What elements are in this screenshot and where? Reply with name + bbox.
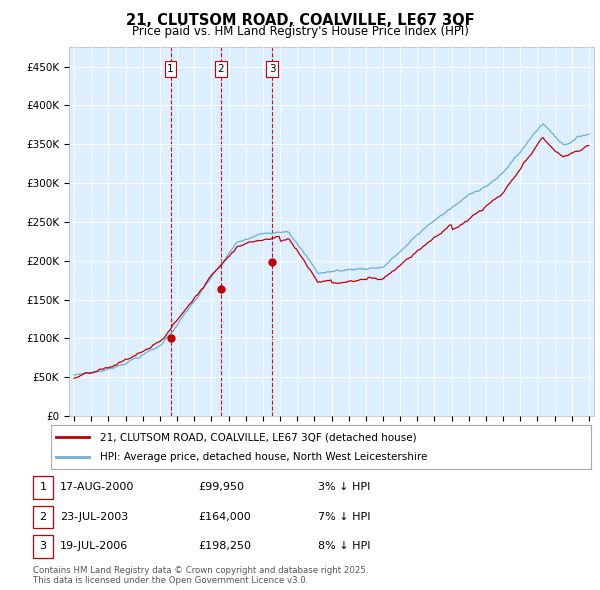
Text: 2: 2 bbox=[40, 512, 46, 522]
Text: £198,250: £198,250 bbox=[198, 542, 251, 551]
Text: 21, CLUTSOM ROAD, COALVILLE, LE67 3QF (detached house): 21, CLUTSOM ROAD, COALVILLE, LE67 3QF (d… bbox=[100, 432, 416, 442]
Text: 17-AUG-2000: 17-AUG-2000 bbox=[60, 483, 134, 492]
Text: HPI: Average price, detached house, North West Leicestershire: HPI: Average price, detached house, Nort… bbox=[100, 452, 427, 461]
Text: £99,950: £99,950 bbox=[198, 483, 244, 492]
Text: Contains HM Land Registry data © Crown copyright and database right 2025.
This d: Contains HM Land Registry data © Crown c… bbox=[33, 566, 368, 585]
Text: 7% ↓ HPI: 7% ↓ HPI bbox=[318, 512, 371, 522]
Text: 1: 1 bbox=[167, 64, 174, 74]
Text: Price paid vs. HM Land Registry's House Price Index (HPI): Price paid vs. HM Land Registry's House … bbox=[131, 25, 469, 38]
Text: 1: 1 bbox=[40, 483, 46, 492]
Text: 19-JUL-2006: 19-JUL-2006 bbox=[60, 542, 128, 551]
Text: £164,000: £164,000 bbox=[198, 512, 251, 522]
Text: 21, CLUTSOM ROAD, COALVILLE, LE67 3QF: 21, CLUTSOM ROAD, COALVILLE, LE67 3QF bbox=[125, 13, 475, 28]
Text: 3: 3 bbox=[269, 64, 275, 74]
Text: 23-JUL-2003: 23-JUL-2003 bbox=[60, 512, 128, 522]
Text: 2: 2 bbox=[218, 64, 224, 74]
Text: 3% ↓ HPI: 3% ↓ HPI bbox=[318, 483, 370, 492]
Text: 8% ↓ HPI: 8% ↓ HPI bbox=[318, 542, 371, 551]
Text: 3: 3 bbox=[40, 542, 46, 551]
